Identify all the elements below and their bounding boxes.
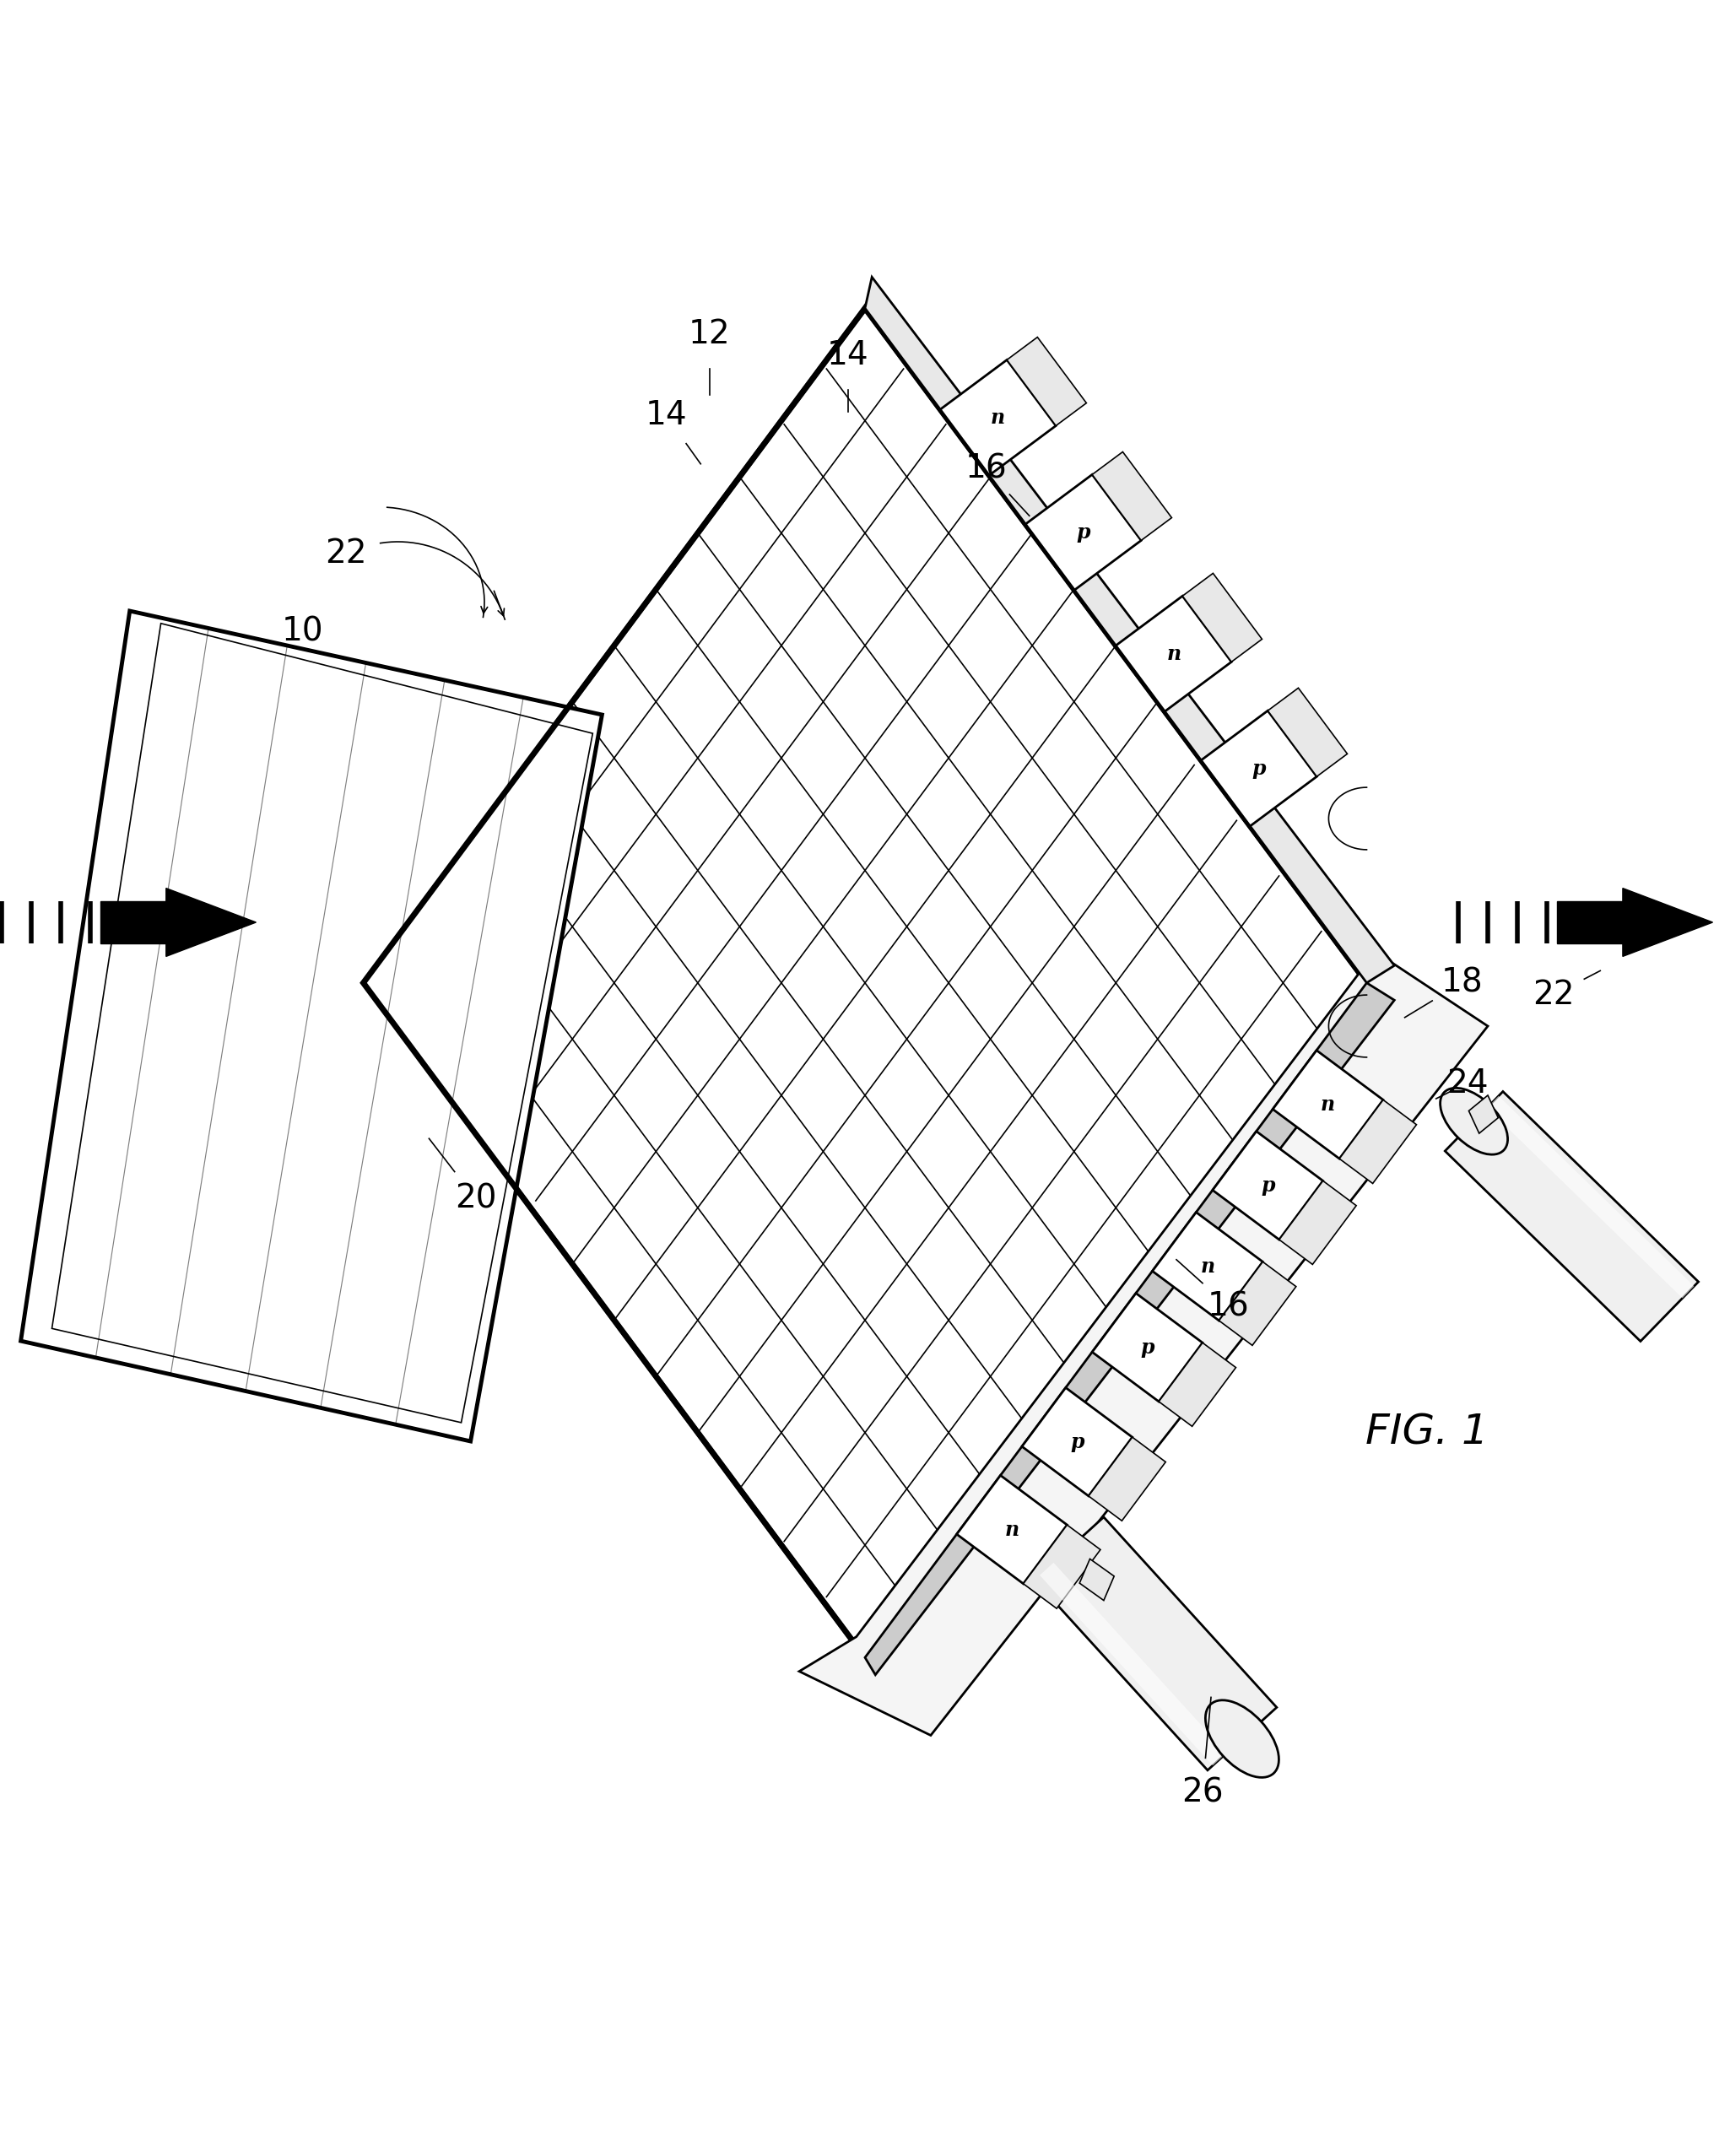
Polygon shape [1088, 1438, 1166, 1520]
Text: 26: 26 [1182, 1777, 1223, 1809]
Polygon shape [941, 360, 1055, 474]
Polygon shape [1445, 1091, 1699, 1341]
Text: 22: 22 [325, 537, 367, 569]
Text: p: p [1253, 759, 1266, 778]
Polygon shape [1623, 888, 1713, 957]
Polygon shape [799, 951, 1488, 1736]
Polygon shape [1092, 453, 1171, 541]
Text: 20: 20 [455, 1184, 497, 1216]
Text: p: p [1071, 1432, 1085, 1451]
Polygon shape [1159, 1343, 1235, 1427]
Polygon shape [865, 278, 1394, 983]
Ellipse shape [1206, 1701, 1278, 1777]
Text: p: p [1140, 1337, 1154, 1358]
Text: 24: 24 [1446, 1067, 1488, 1100]
Polygon shape [1024, 1524, 1100, 1608]
Text: FIG. 1: FIG. 1 [1365, 1412, 1490, 1453]
Text: 14: 14 [827, 338, 868, 371]
Polygon shape [1213, 1132, 1323, 1240]
Text: 10: 10 [282, 617, 324, 647]
Polygon shape [1035, 1518, 1277, 1770]
Polygon shape [865, 983, 1394, 1675]
Polygon shape [100, 901, 166, 944]
Polygon shape [1022, 1388, 1133, 1496]
Polygon shape [1040, 1563, 1227, 1766]
Text: p: p [1261, 1175, 1275, 1197]
Polygon shape [1469, 1095, 1498, 1134]
Polygon shape [1152, 1212, 1263, 1322]
Polygon shape [1278, 1181, 1356, 1263]
Text: n: n [991, 407, 1005, 427]
Polygon shape [1557, 901, 1623, 944]
Polygon shape [1183, 573, 1261, 662]
Text: n: n [1166, 645, 1182, 664]
Text: 22: 22 [1533, 979, 1574, 1011]
Text: n: n [1005, 1520, 1019, 1539]
Polygon shape [166, 888, 256, 957]
Polygon shape [1080, 1559, 1114, 1600]
Text: 12: 12 [689, 319, 730, 349]
Text: p: p [1076, 522, 1090, 543]
Ellipse shape [1439, 1089, 1509, 1153]
Polygon shape [957, 1475, 1067, 1585]
Polygon shape [1273, 1050, 1384, 1158]
Polygon shape [1026, 474, 1142, 591]
Polygon shape [1201, 711, 1317, 826]
Polygon shape [1116, 595, 1232, 711]
Polygon shape [1092, 1294, 1202, 1401]
Text: 16: 16 [1208, 1289, 1249, 1322]
Text: 14: 14 [645, 399, 687, 431]
Polygon shape [1488, 1095, 1694, 1298]
Text: n: n [1320, 1095, 1336, 1115]
Polygon shape [1268, 688, 1348, 776]
Polygon shape [1220, 1261, 1296, 1345]
Polygon shape [1007, 336, 1086, 425]
Text: 18: 18 [1441, 966, 1483, 998]
Polygon shape [363, 308, 1367, 1658]
Text: n: n [1201, 1257, 1214, 1276]
Polygon shape [1339, 1100, 1417, 1184]
Text: 16: 16 [965, 453, 1007, 485]
Polygon shape [21, 610, 602, 1440]
